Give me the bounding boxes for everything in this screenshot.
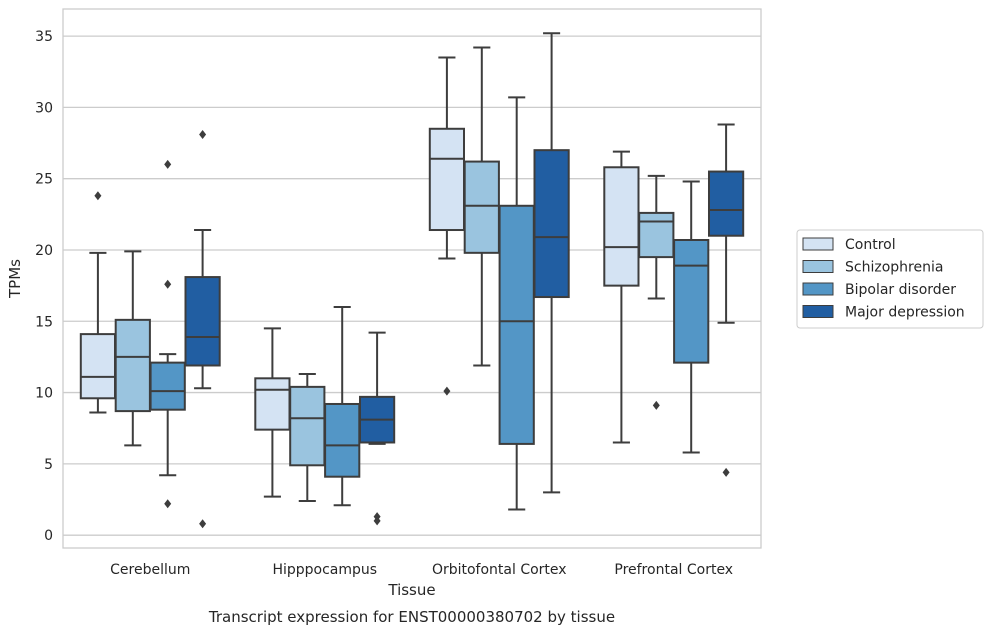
y-tick-label: 5 [44, 457, 53, 473]
box-bipolar-disorder [498, 96, 535, 511]
box-iqr [184, 276, 221, 367]
box-series [79, 32, 745, 529]
box-bipolar-disorder [673, 180, 710, 454]
box-iqr [289, 385, 326, 467]
box-schizophrenia [114, 250, 151, 447]
x-tick-label: Orbitofontal Cortex [432, 562, 567, 578]
y-tick-label: 25 [35, 172, 53, 188]
legend: Control Schizophrenia Bipolar disorder Majo… [796, 229, 984, 329]
legend-swatch [802, 237, 834, 251]
box-iqr [533, 149, 570, 299]
box-iqr [428, 127, 466, 232]
box-major-depression [533, 32, 570, 494]
y-tick-label: 15 [35, 314, 53, 330]
legend-swatch [802, 260, 834, 273]
legend-swatch [802, 282, 834, 296]
x-tick-label: Hipppocampus [272, 562, 377, 578]
legend-label: Control [845, 237, 896, 253]
box-major-depression [707, 123, 745, 477]
legend-frame [796, 229, 984, 329]
x-axis-ticks: Cerebellum Hipppocampus Orbitofontal Corte… [110, 562, 733, 578]
outlier-point [652, 400, 660, 410]
legend-label: Bipolar disorder [845, 282, 956, 298]
box-bipolar-disorder [149, 159, 186, 509]
box-iqr [498, 204, 535, 445]
legend-label: Schizophrenia [845, 260, 943, 276]
box-schizophrenia [289, 373, 326, 502]
outlier-point [94, 191, 102, 201]
outlier-point [164, 279, 172, 289]
chart-caption: Transcript expression for ENST0000038070… [208, 608, 615, 626]
box-control [603, 150, 640, 444]
x-tick-label: Cerebellum [110, 562, 190, 578]
plot-frame [62, 8, 762, 549]
box-control [79, 191, 117, 414]
outlier-point [164, 159, 172, 169]
box-iqr [149, 361, 186, 411]
x-tick-label: Prefrontal Cortex [614, 562, 733, 578]
y-axis-ticks: 0 5 10 15 20 25 30 35 [35, 29, 53, 544]
box-major-depression [358, 331, 396, 526]
box-iqr [324, 402, 361, 478]
legend-swatch [802, 305, 834, 318]
y-tick-label: 20 [35, 243, 53, 259]
y-tick-label: 35 [35, 29, 53, 45]
x-axis-label: Tissue [387, 581, 435, 599]
box-major-depression [184, 129, 221, 529]
outlier-point [443, 386, 451, 396]
box-iqr [114, 318, 151, 413]
outlier-point [722, 467, 730, 477]
box-iqr [673, 239, 710, 364]
box-control [428, 56, 466, 396]
outlier-point [164, 499, 172, 509]
y-tick-label: 10 [35, 386, 53, 402]
y-tick-label: 0 [44, 528, 53, 544]
box-iqr [638, 211, 675, 259]
box-control [254, 327, 291, 498]
box-iqr [79, 333, 117, 400]
box-schizophrenia [463, 46, 500, 367]
box-iqr [707, 170, 745, 237]
box-iqr [463, 160, 500, 254]
outlier-point [199, 129, 207, 139]
box-bipolar-disorder [324, 306, 361, 507]
outlier-point [199, 519, 207, 529]
box-iqr [603, 166, 640, 287]
box-iqr [254, 377, 291, 431]
y-axis-label: TPMs [6, 259, 24, 299]
legend-label: Major depression [845, 305, 965, 321]
box-schizophrenia [638, 174, 675, 410]
outlier-point [373, 516, 381, 526]
y-tick-label: 30 [35, 100, 53, 116]
